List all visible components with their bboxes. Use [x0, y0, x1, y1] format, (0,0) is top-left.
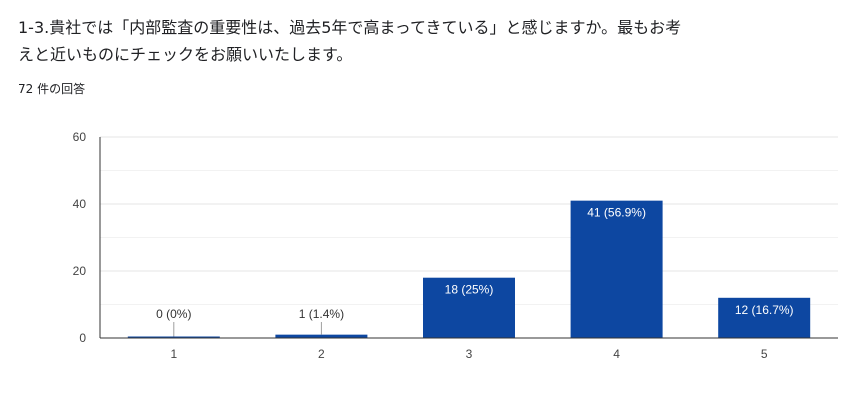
y-tick-label: 20 — [73, 264, 87, 278]
data-label: 12 (16.7%) — [735, 303, 794, 317]
bar — [423, 277, 515, 338]
bar — [570, 200, 663, 338]
question-title: 1-3.貴社では「内部監査の重要性は、過去5年で高まってきている」と感じますか。… — [18, 14, 818, 68]
data-label: 0 (0%) — [156, 307, 191, 321]
bar — [718, 297, 811, 338]
question-line-1: 1-3.貴社では「内部監査の重要性は、過去5年で高まってきている」と感じますか。… — [18, 18, 682, 37]
data-label: 1 (1.4%) — [299, 307, 344, 321]
data-label: 18 (25%) — [445, 283, 494, 297]
x-tick-label: 3 — [466, 347, 473, 361]
x-tick-label: 1 — [170, 347, 177, 361]
y-axis-tick-labels: 0 20 40 60 — [73, 130, 87, 345]
x-axis-tick-labels: 1 2 3 4 5 — [170, 347, 767, 361]
y-tick-label: 40 — [73, 197, 87, 211]
x-tick-label: 5 — [761, 347, 768, 361]
bars — [127, 200, 811, 338]
y-tick-label: 0 — [79, 331, 86, 345]
response-count: 72 件の回答 — [18, 82, 86, 96]
x-tick-label: 2 — [318, 347, 325, 361]
x-tick-label: 4 — [613, 347, 620, 361]
y-tick-label: 60 — [73, 130, 87, 144]
axes — [99, 137, 838, 339]
data-labels: 0 (0%) 1 (1.4%) 18 (25%) 41 (56.9%) 12 (16.7… — [156, 206, 794, 337]
question-line-2: えと近いものにチェックをお願いいたします。 — [18, 45, 353, 64]
bar — [275, 334, 368, 338]
data-label: 41 (56.9%) — [587, 206, 646, 220]
bar — [127, 336, 220, 338]
